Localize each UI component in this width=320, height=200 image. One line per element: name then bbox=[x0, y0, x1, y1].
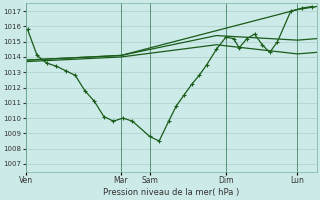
X-axis label: Pression niveau de la mer( hPa ): Pression niveau de la mer( hPa ) bbox=[103, 188, 239, 197]
